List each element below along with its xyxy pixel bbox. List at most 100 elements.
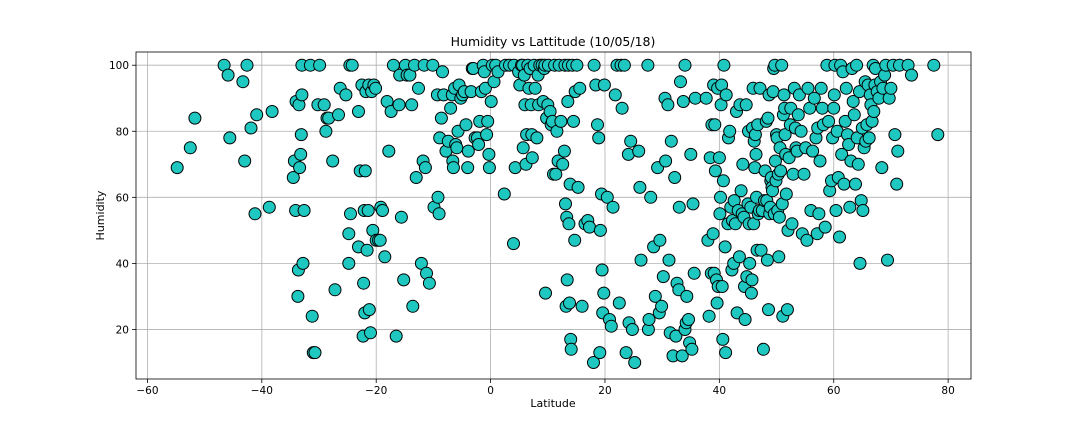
data-point — [426, 58, 440, 72]
data-point — [680, 289, 694, 303]
data-point — [745, 273, 759, 287]
data-point — [294, 147, 308, 161]
data-point — [678, 58, 692, 72]
data-point — [240, 58, 254, 72]
data-point — [339, 88, 353, 102]
data-point — [927, 58, 941, 72]
data-point — [756, 342, 770, 356]
data-point — [554, 114, 568, 128]
data-point — [806, 144, 820, 158]
data-point — [528, 81, 542, 95]
data-point — [412, 81, 425, 95]
data-point — [642, 313, 656, 326]
data-point — [482, 161, 496, 175]
data-point — [297, 204, 311, 217]
data-point — [472, 138, 486, 151]
data-point — [812, 207, 826, 221]
data-point — [699, 91, 713, 105]
data-point — [719, 346, 733, 360]
data-point — [593, 223, 607, 237]
data-point — [604, 319, 618, 333]
data-point — [478, 81, 492, 95]
data-point — [856, 204, 870, 217]
data-point — [571, 180, 585, 194]
data-point — [743, 256, 757, 270]
x-tick-label: 80 — [941, 385, 954, 397]
data-point — [593, 346, 607, 360]
data-point — [669, 329, 683, 343]
y-tick-label: 20 — [116, 324, 129, 336]
data-point — [734, 184, 748, 198]
data-point — [615, 101, 629, 115]
data-point — [829, 204, 843, 217]
data-point — [405, 98, 419, 112]
data-point — [719, 88, 733, 102]
data-point — [685, 342, 699, 356]
data-point — [345, 58, 359, 72]
data-point — [597, 286, 611, 300]
data-point — [563, 296, 576, 310]
data-point — [459, 118, 473, 132]
data-point — [389, 329, 403, 343]
data-point — [624, 134, 638, 148]
data-point — [570, 58, 584, 72]
data-point — [716, 174, 730, 188]
data-point — [772, 210, 786, 224]
data-point — [373, 233, 387, 247]
data-point — [556, 157, 570, 171]
data-points — [170, 58, 945, 369]
data-point — [800, 233, 814, 247]
data-point — [617, 58, 631, 72]
data-point — [931, 128, 945, 142]
data-point — [560, 273, 574, 287]
data-point — [295, 88, 309, 102]
data-point — [807, 91, 821, 105]
data-point — [710, 296, 724, 310]
data-point — [634, 253, 648, 267]
data-point — [573, 81, 587, 95]
data-point — [875, 161, 889, 175]
data-point — [342, 227, 356, 241]
data-point — [436, 65, 449, 79]
data-point — [766, 85, 780, 99]
data-point — [406, 299, 420, 313]
data-point — [814, 81, 828, 95]
data-point — [170, 161, 184, 175]
data-point — [344, 207, 357, 221]
data-point — [777, 88, 791, 102]
data-point — [715, 280, 729, 293]
data-point — [595, 263, 609, 277]
data-point — [761, 111, 775, 125]
data-point — [684, 147, 698, 161]
data-point — [662, 253, 676, 267]
data-point — [791, 108, 805, 122]
data-point — [559, 197, 572, 211]
data-point — [905, 68, 918, 82]
data-point — [668, 171, 682, 184]
x-axis-label: Latitude — [530, 397, 576, 410]
data-point — [562, 217, 576, 231]
data-point — [655, 299, 669, 313]
x-tick-label: 0 — [487, 385, 494, 397]
data-point — [772, 250, 786, 264]
data-point — [822, 114, 836, 128]
x-tick-label: −60 — [136, 385, 158, 397]
data-point — [446, 161, 460, 175]
data-point — [849, 177, 862, 191]
data-point — [716, 332, 730, 346]
plot-area-frame — [135, 51, 972, 380]
data-point — [308, 346, 322, 360]
data-point — [539, 286, 552, 300]
y-tick-label: 40 — [116, 258, 129, 270]
chart-title: Humidity vs Lattitude (10/05/18) — [451, 34, 656, 49]
data-point — [612, 296, 626, 310]
data-point — [317, 98, 331, 112]
data-point — [723, 124, 737, 138]
data-point — [659, 154, 673, 168]
data-point — [813, 154, 827, 168]
data-point — [238, 154, 252, 168]
data-point — [732, 250, 746, 264]
data-point — [361, 204, 375, 217]
data-point — [328, 283, 342, 297]
data-point — [850, 58, 864, 72]
